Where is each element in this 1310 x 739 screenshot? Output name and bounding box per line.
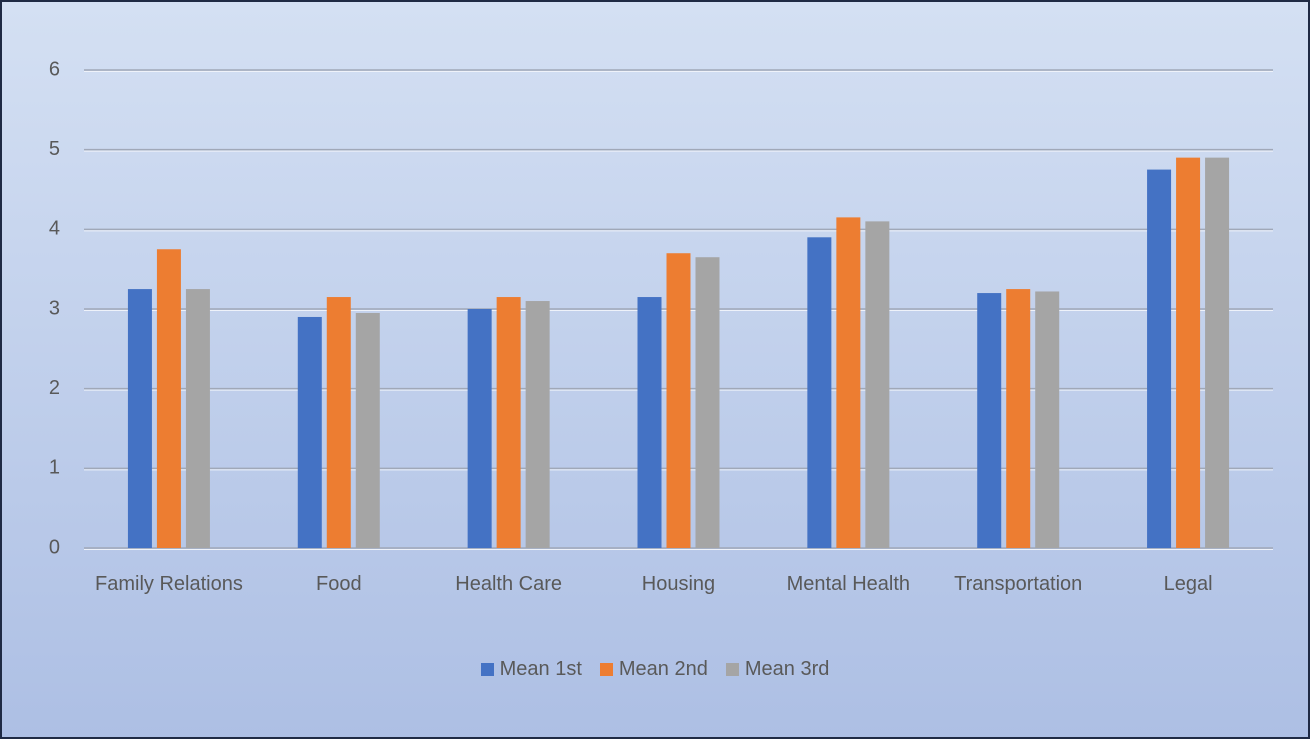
- bar: [836, 217, 861, 548]
- legend-label: Mean 2nd: [618, 658, 708, 680]
- bar: [127, 289, 152, 548]
- bar: [807, 237, 832, 549]
- bar: [637, 297, 662, 548]
- y-tick-label: 4: [49, 218, 60, 240]
- bar: [355, 312, 380, 548]
- bar: [865, 221, 890, 548]
- legend-swatch: [725, 663, 739, 676]
- y-tick-label: 1: [49, 457, 60, 479]
- y-tick-label: 0: [49, 536, 60, 558]
- legend: Mean 1st Mean 2nd Mean 3rd: [2, 658, 1308, 681]
- bar: [1205, 157, 1230, 548]
- x-tick-label: Transportation: [954, 573, 1083, 595]
- y-tick-label: 5: [49, 138, 60, 160]
- x-tick-label: Family Relations: [95, 573, 243, 595]
- x-tick-label: Mental Health: [786, 573, 911, 595]
- bar: [1147, 169, 1172, 549]
- legend-item: Mean 3rd: [725, 658, 830, 681]
- bar: [666, 253, 691, 548]
- bar: [525, 301, 550, 548]
- legend-item: Mean 1st: [480, 658, 582, 681]
- legend-label: Mean 3rd: [744, 658, 830, 680]
- bar: [467, 309, 492, 548]
- x-tick-label: Housing: [641, 573, 716, 595]
- bar: [1035, 291, 1060, 548]
- bar: [326, 297, 351, 548]
- bar: [297, 316, 322, 548]
- legend-item: Mean 2nd: [599, 658, 708, 681]
- bar: [1006, 289, 1031, 548]
- bar: [1176, 157, 1201, 548]
- x-tick-label: Food: [315, 573, 362, 595]
- x-tick-label: Health Care: [455, 573, 562, 595]
- legend-swatch: [480, 663, 494, 676]
- y-tick-label: 6: [49, 58, 60, 80]
- y-tick-label: 2: [49, 377, 60, 399]
- bar: [695, 257, 720, 548]
- x-tick-label: Legal: [1163, 573, 1213, 595]
- y-tick-label: 3: [49, 297, 60, 319]
- bar: [496, 297, 521, 548]
- legend-swatch: [599, 663, 613, 676]
- legend-label: Mean 1st: [499, 658, 582, 680]
- bar: [185, 289, 210, 548]
- bar: [156, 249, 181, 548]
- bar: [977, 293, 1002, 548]
